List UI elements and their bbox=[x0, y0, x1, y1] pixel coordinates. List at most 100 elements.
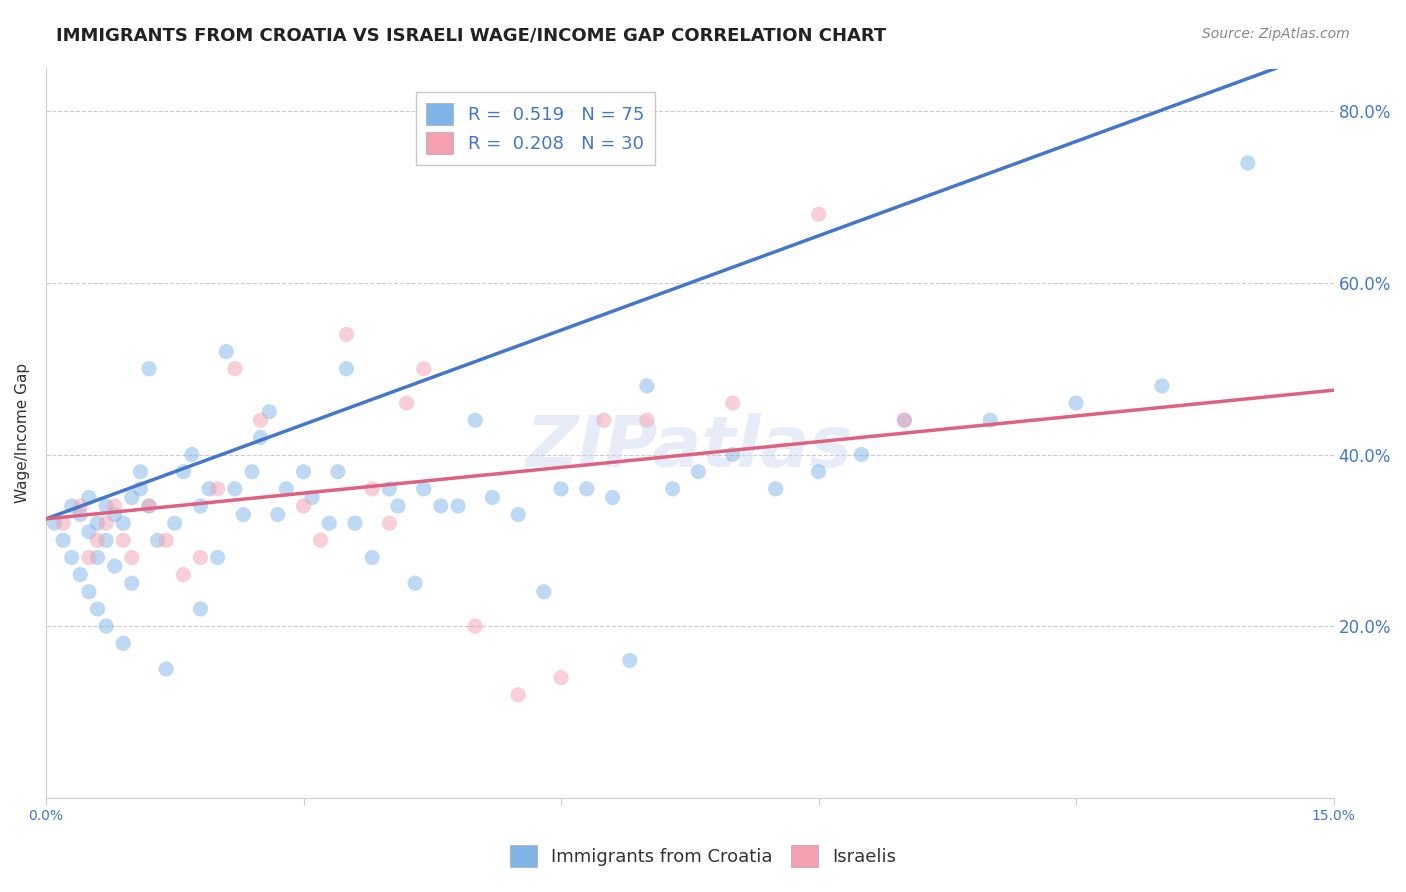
Point bbox=[575, 482, 598, 496]
Point bbox=[1150, 379, 1173, 393]
Legend: R =  0.519   N = 75, R =  0.208   N = 30: R = 0.519 N = 75, R = 0.208 N = 30 bbox=[416, 92, 655, 165]
Point bbox=[86, 533, 108, 548]
Point bbox=[69, 499, 91, 513]
Point bbox=[292, 465, 315, 479]
Text: Source: ZipAtlas.com: Source: ZipAtlas.com bbox=[1202, 27, 1350, 41]
Point bbox=[207, 482, 229, 496]
Point bbox=[661, 482, 683, 496]
Point bbox=[69, 508, 91, 522]
Point bbox=[224, 361, 246, 376]
Point bbox=[121, 550, 143, 565]
Point bbox=[172, 567, 194, 582]
Point bbox=[721, 396, 744, 410]
Point bbox=[464, 413, 486, 427]
Point bbox=[335, 327, 357, 342]
Point bbox=[104, 508, 127, 522]
Point bbox=[138, 499, 160, 513]
Point bbox=[249, 430, 271, 444]
Point bbox=[77, 584, 100, 599]
Text: IMMIGRANTS FROM CROATIA VS ISRAELI WAGE/INCOME GAP CORRELATION CHART: IMMIGRANTS FROM CROATIA VS ISRAELI WAGE/… bbox=[56, 27, 887, 45]
Point bbox=[378, 482, 401, 496]
Point bbox=[430, 499, 453, 513]
Point bbox=[257, 404, 280, 418]
Point bbox=[508, 508, 530, 522]
Point bbox=[508, 688, 530, 702]
Point bbox=[636, 379, 658, 393]
Point bbox=[1236, 156, 1258, 170]
Point bbox=[60, 499, 83, 513]
Point bbox=[309, 533, 332, 548]
Point bbox=[94, 516, 117, 531]
Point bbox=[593, 413, 616, 427]
Point bbox=[69, 567, 91, 582]
Y-axis label: Wage/Income Gap: Wage/Income Gap bbox=[15, 363, 30, 503]
Point bbox=[77, 524, 100, 539]
Point bbox=[387, 499, 409, 513]
Point bbox=[86, 602, 108, 616]
Point bbox=[94, 619, 117, 633]
Legend: Immigrants from Croatia, Israelis: Immigrants from Croatia, Israelis bbox=[502, 838, 904, 874]
Point bbox=[550, 482, 572, 496]
Point bbox=[721, 448, 744, 462]
Point bbox=[77, 491, 100, 505]
Point bbox=[1064, 396, 1087, 410]
Point bbox=[765, 482, 787, 496]
Point bbox=[155, 662, 177, 676]
Point bbox=[112, 533, 135, 548]
Point bbox=[447, 499, 470, 513]
Point bbox=[112, 516, 135, 531]
Point bbox=[112, 636, 135, 650]
Point bbox=[172, 465, 194, 479]
Point bbox=[104, 499, 127, 513]
Point bbox=[378, 516, 401, 531]
Point bbox=[198, 482, 221, 496]
Point bbox=[60, 550, 83, 565]
Text: ZIPatlas: ZIPatlas bbox=[526, 413, 853, 483]
Point bbox=[361, 550, 384, 565]
Point bbox=[94, 533, 117, 548]
Point bbox=[180, 448, 202, 462]
Point bbox=[550, 671, 572, 685]
Point bbox=[163, 516, 186, 531]
Point bbox=[129, 465, 152, 479]
Point bbox=[979, 413, 1001, 427]
Point bbox=[292, 499, 315, 513]
Point bbox=[138, 361, 160, 376]
Point bbox=[190, 602, 212, 616]
Point bbox=[318, 516, 340, 531]
Point bbox=[249, 413, 271, 427]
Point bbox=[104, 559, 127, 574]
Point bbox=[121, 576, 143, 591]
Point bbox=[404, 576, 426, 591]
Point bbox=[335, 361, 357, 376]
Point bbox=[893, 413, 915, 427]
Point bbox=[807, 207, 830, 221]
Point bbox=[326, 465, 349, 479]
Point bbox=[464, 619, 486, 633]
Point bbox=[207, 550, 229, 565]
Point bbox=[129, 482, 152, 496]
Point bbox=[240, 465, 263, 479]
Point bbox=[138, 499, 160, 513]
Point bbox=[533, 584, 555, 599]
Point bbox=[636, 413, 658, 427]
Point bbox=[602, 491, 624, 505]
Point bbox=[481, 491, 503, 505]
Point bbox=[86, 550, 108, 565]
Point bbox=[343, 516, 366, 531]
Point bbox=[44, 516, 66, 531]
Point bbox=[94, 499, 117, 513]
Point bbox=[224, 482, 246, 496]
Point bbox=[807, 465, 830, 479]
Point bbox=[121, 491, 143, 505]
Point bbox=[77, 550, 100, 565]
Point bbox=[412, 361, 434, 376]
Point bbox=[851, 448, 873, 462]
Point bbox=[155, 533, 177, 548]
Point bbox=[361, 482, 384, 496]
Point bbox=[52, 516, 75, 531]
Point bbox=[232, 508, 254, 522]
Point bbox=[688, 465, 710, 479]
Point bbox=[190, 499, 212, 513]
Point bbox=[52, 533, 75, 548]
